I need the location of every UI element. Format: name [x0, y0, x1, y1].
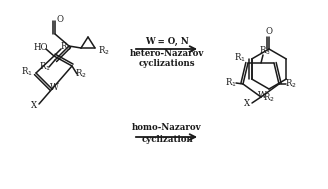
Text: R$_3$: R$_3$	[259, 45, 271, 57]
Text: W = O, N: W = O, N	[145, 36, 189, 46]
Text: R$_1$: R$_1$	[234, 52, 246, 64]
Text: R$_2$: R$_2$	[263, 92, 275, 104]
Text: W: W	[257, 91, 266, 101]
Text: cyclization: cyclization	[141, 136, 193, 145]
Text: W: W	[50, 84, 58, 92]
Text: O: O	[56, 15, 64, 23]
Text: R$_1$: R$_1$	[39, 61, 51, 73]
Text: O: O	[265, 26, 273, 36]
Text: X: X	[244, 99, 250, 108]
Text: X: X	[31, 101, 37, 109]
Text: cyclizations: cyclizations	[139, 60, 195, 68]
Text: R$_3$: R$_3$	[60, 41, 72, 53]
Text: HO: HO	[34, 43, 48, 51]
Text: R$_2$: R$_2$	[285, 78, 297, 90]
Text: R$_2$: R$_2$	[98, 45, 110, 57]
Text: R$_2$: R$_2$	[75, 68, 87, 80]
Text: hetero-Nazarov: hetero-Nazarov	[130, 49, 204, 57]
Text: R$_1$: R$_1$	[21, 66, 33, 78]
Text: homo-Nazarov: homo-Nazarov	[132, 123, 202, 132]
Text: R$_1$: R$_1$	[225, 77, 237, 89]
